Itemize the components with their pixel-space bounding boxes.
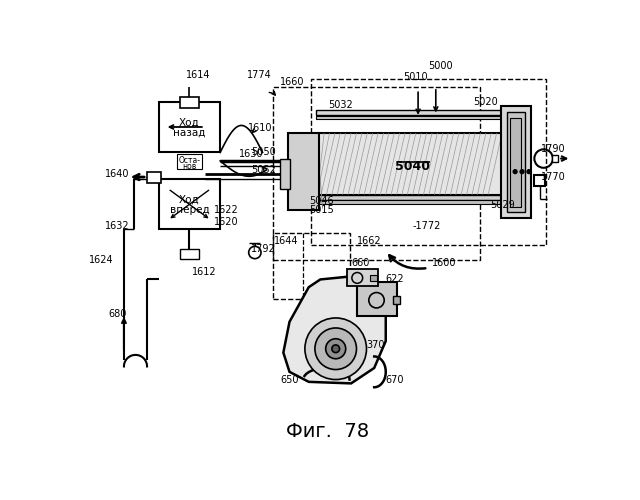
Text: 5015: 5015 (310, 205, 334, 215)
Text: 1774: 1774 (247, 70, 272, 81)
Text: Фиг.  78: Фиг. 78 (287, 422, 369, 440)
Text: Ход: Ход (179, 118, 200, 128)
Bar (552, 154, 558, 162)
Bar (177, 154, 202, 170)
Text: 1792: 1792 (251, 244, 276, 254)
Bar (311, 79, 546, 245)
Text: 622: 622 (386, 274, 404, 284)
Bar (280, 158, 289, 190)
Text: 1790: 1790 (541, 144, 565, 154)
Text: Оста-: Оста- (179, 156, 200, 164)
Bar (394, 296, 399, 304)
Bar (501, 106, 531, 218)
Text: 5046: 5046 (310, 196, 334, 206)
Text: нов: нов (182, 162, 196, 171)
Bar (348, 270, 378, 286)
Text: 1640: 1640 (105, 169, 129, 179)
Text: 1630: 1630 (239, 149, 264, 159)
Bar (534, 176, 545, 186)
Circle shape (513, 170, 517, 173)
Text: 1662: 1662 (357, 236, 382, 246)
Text: 370: 370 (367, 340, 385, 350)
Text: 660: 660 (351, 258, 369, 268)
Text: 1620: 1620 (214, 216, 239, 226)
Text: 1770: 1770 (541, 172, 565, 182)
Polygon shape (284, 276, 386, 384)
Text: 5020: 5020 (473, 98, 497, 108)
Text: 5029: 5029 (490, 200, 515, 210)
Bar (316, 133, 505, 194)
Text: 1660: 1660 (280, 76, 304, 86)
Text: -1772: -1772 (413, 220, 441, 230)
Bar (159, 102, 220, 152)
Text: 1644: 1644 (274, 236, 299, 246)
Text: 680: 680 (109, 309, 127, 319)
Bar (316, 110, 505, 114)
Bar (316, 116, 505, 119)
Text: 5050: 5050 (251, 148, 276, 158)
Bar (273, 233, 349, 298)
Circle shape (332, 345, 340, 352)
Text: 5052: 5052 (251, 165, 276, 175)
Circle shape (520, 170, 524, 173)
Text: 670: 670 (386, 374, 404, 384)
Bar (371, 275, 376, 281)
Text: вперед: вперед (170, 205, 209, 215)
Text: 1632: 1632 (105, 220, 129, 230)
Text: 1612: 1612 (192, 267, 216, 277)
Bar (147, 172, 161, 183)
Text: назад: назад (173, 128, 205, 138)
Text: 650: 650 (280, 374, 299, 384)
Text: 1610: 1610 (248, 123, 273, 133)
Bar (180, 97, 198, 108)
Text: 5040: 5040 (396, 160, 430, 173)
Circle shape (305, 318, 367, 380)
Circle shape (527, 170, 531, 173)
Bar (357, 282, 397, 316)
Bar (288, 133, 319, 210)
Text: 5010: 5010 (403, 72, 428, 82)
Bar (159, 180, 220, 230)
Text: 5000: 5000 (428, 61, 452, 71)
Circle shape (326, 338, 346, 359)
Bar (316, 200, 505, 204)
Text: 1600: 1600 (432, 258, 456, 268)
Bar (180, 248, 198, 260)
Text: 1622: 1622 (214, 205, 239, 215)
Bar (273, 87, 481, 260)
Circle shape (315, 328, 356, 370)
Bar (511, 118, 521, 207)
Text: 5032: 5032 (328, 100, 353, 110)
Text: 1614: 1614 (186, 70, 210, 81)
Bar (507, 112, 525, 212)
Text: Ход: Ход (179, 195, 200, 205)
Bar (316, 194, 505, 200)
Text: 1624: 1624 (90, 255, 114, 265)
